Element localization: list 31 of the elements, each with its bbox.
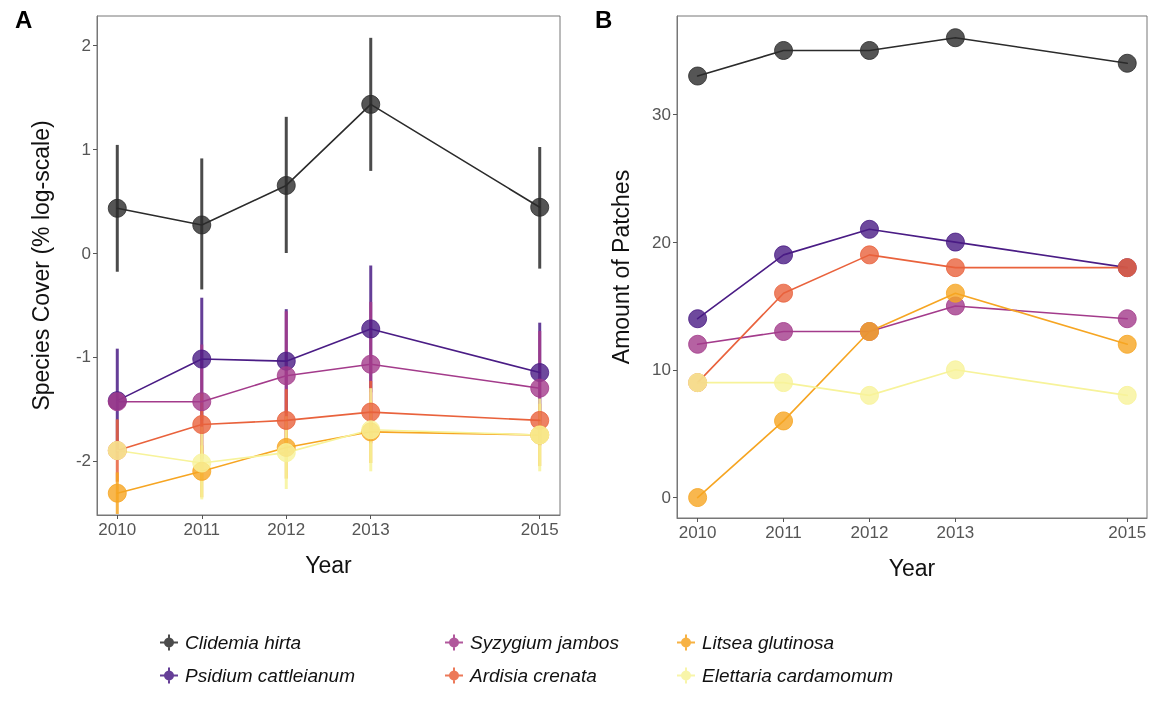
legend-label: Psidium cattleianum (185, 665, 356, 686)
x-tick-label: 2012 (267, 520, 306, 539)
x-axis-title: Year (305, 551, 353, 578)
x-tick-label: 2013 (936, 523, 975, 542)
y-axis-title: Species Cover (% log-scale) (27, 120, 54, 411)
x-tick-label: 2015 (1108, 523, 1147, 542)
legend-label: Clidemia hirta (185, 632, 302, 653)
legend-label: Ardisia crenata (469, 665, 597, 686)
legend-label: Litsea glutinosa (702, 632, 835, 653)
y-tick-label: -2 (75, 451, 91, 471)
x-tick-label: 2013 (351, 520, 390, 539)
x-tick-label: 2010 (678, 523, 717, 542)
x-axis-title: Year (888, 554, 936, 581)
y-tick-label: 2 (81, 35, 91, 55)
y-tick-label: 30 (652, 104, 671, 124)
legend-label: Elettaria cardamomum (702, 665, 894, 686)
y-tick-label: 10 (652, 360, 671, 380)
y-tick-label: 0 (81, 243, 91, 263)
x-tick-label: 2012 (850, 523, 889, 542)
y-tick-label: 0 (661, 488, 671, 508)
x-tick-label: 2011 (765, 523, 802, 542)
chart-title: A (15, 5, 33, 33)
x-tick-label: 2011 (183, 520, 221, 539)
y-tick-label: 1 (81, 139, 91, 159)
x-tick-label: 2015 (520, 520, 559, 539)
y-tick-label: 20 (652, 232, 671, 252)
legend-label: Syzygium jambos (470, 632, 620, 653)
y-tick-label: -1 (75, 347, 91, 367)
y-axis-title: Amount of Patches (607, 169, 634, 365)
chart-title: B (595, 5, 613, 33)
x-tick-label: 2010 (98, 520, 137, 539)
